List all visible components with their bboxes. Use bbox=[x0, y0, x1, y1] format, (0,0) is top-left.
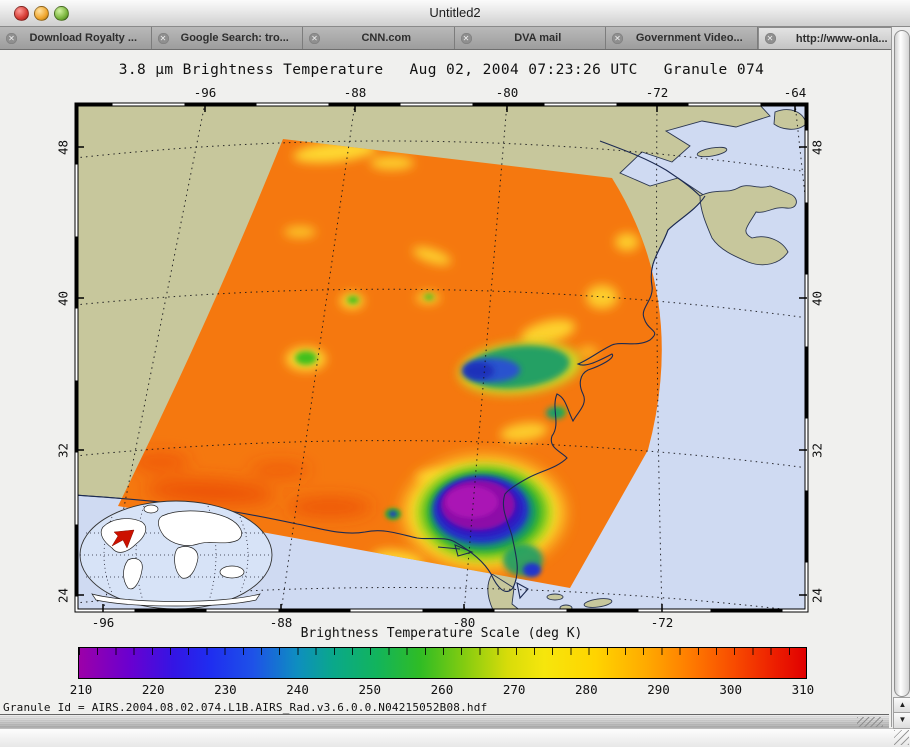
graticule bbox=[77, 105, 806, 610]
lon-label-top: -80 bbox=[495, 85, 519, 100]
colorbar bbox=[78, 647, 807, 679]
resize-grip-icon[interactable] bbox=[857, 717, 883, 727]
tab-label: Download Royalty ... bbox=[29, 32, 138, 44]
colorbar-tick-label: 310 bbox=[791, 682, 815, 697]
plot-title-wavelength: 3.8 μm Brightness Temperature bbox=[118, 62, 384, 78]
scrollbar-thumb[interactable] bbox=[894, 30, 910, 697]
swath bbox=[118, 139, 662, 588]
colorbar-tick-label: 220 bbox=[141, 682, 165, 697]
window-title: Untitled2 bbox=[429, 5, 481, 20]
land bbox=[77, 105, 806, 610]
close-window-icon[interactable] bbox=[14, 6, 29, 21]
window-resize-grip-icon[interactable] bbox=[894, 730, 909, 745]
storm-cold-core bbox=[385, 457, 564, 577]
window-title-bar[interactable]: Untitled2 bbox=[0, 0, 910, 27]
tab-government-video[interactable]: ✕ Government Video... bbox=[606, 27, 758, 49]
lat-label-left: 40 bbox=[55, 290, 71, 307]
lat-label-left: 48 bbox=[55, 139, 71, 156]
plot-title-datetime: Aug 02, 2004 07:23:26 UTC bbox=[409, 62, 638, 78]
lon-label-bottom: -80 bbox=[452, 615, 476, 630]
lon-label-top: -64 bbox=[783, 85, 807, 100]
tab-label: http://www-onla... bbox=[795, 32, 888, 45]
tab-close-icon[interactable]: ✕ bbox=[460, 32, 472, 44]
map-frame bbox=[74, 102, 809, 613]
colorbar-tick-label: 300 bbox=[719, 682, 742, 697]
tab-label: Government Video... bbox=[635, 32, 743, 44]
coastline bbox=[77, 140, 706, 600]
colorbar-caption: Brightness Temperature Scale (deg K) bbox=[300, 626, 583, 641]
lon-label-top: -72 bbox=[645, 85, 669, 100]
granule-id: Granule Id = AIRS.2004.08.02.074.L1B.AIR… bbox=[3, 701, 488, 714]
plot-title: 3.8 μm Brightness Temperature Aug 02, 20… bbox=[75, 62, 808, 78]
scroll-down-icon[interactable]: ▼ bbox=[893, 712, 910, 729]
colorbar-scale: 210 220 230 240 250 260 270 280 290 300 … bbox=[66, 682, 818, 697]
lon-label-top: -96 bbox=[193, 85, 217, 100]
colorbar-tick-label: 210 bbox=[69, 682, 93, 697]
location-marker-icon bbox=[111, 529, 135, 549]
cold-patch-midatlantic bbox=[458, 341, 582, 419]
plot-title-granule: Granule 074 bbox=[663, 62, 765, 78]
colorbar-tick-label: 270 bbox=[502, 682, 526, 697]
ocean bbox=[77, 105, 806, 610]
tab-close-icon[interactable]: ✕ bbox=[157, 32, 169, 44]
tab-close-icon[interactable]: ✕ bbox=[764, 33, 776, 44]
window-bottom-edge bbox=[0, 728, 910, 747]
colorbar-tick-label: 280 bbox=[575, 682, 598, 697]
colorbar-tick-label: 230 bbox=[214, 682, 237, 697]
tab-close-icon[interactable]: ✕ bbox=[309, 32, 320, 44]
tab-label: DVA mail bbox=[514, 32, 562, 44]
lat-label-right: 48 bbox=[809, 139, 825, 156]
lon-label-bottom: -96 bbox=[91, 615, 115, 630]
tab-close-icon[interactable]: ✕ bbox=[612, 32, 623, 44]
colorbar-tick-label: 250 bbox=[358, 682, 382, 697]
colorbar-tick-label: 290 bbox=[647, 682, 670, 697]
tab-label: Google Search: tro... bbox=[180, 32, 289, 44]
tab-close-icon[interactable]: ✕ bbox=[6, 32, 17, 44]
tab-download-royalty[interactable]: ✕ Download Royalty ... bbox=[0, 27, 152, 49]
tab-dva-mail[interactable]: ✕ DVA mail bbox=[454, 27, 606, 49]
status-bar bbox=[0, 714, 889, 729]
zoom-window-icon[interactable] bbox=[54, 6, 69, 21]
lon-label-bottom: -72 bbox=[650, 615, 674, 630]
tab-google-search[interactable]: ✕ Google Search: tro... bbox=[151, 27, 303, 49]
lat-label-right: 32 bbox=[809, 442, 825, 459]
lat-label-left: 24 bbox=[55, 587, 71, 604]
minimize-window-icon[interactable] bbox=[34, 6, 49, 21]
tab-cnn[interactable]: ✕ CNN.com bbox=[303, 27, 455, 49]
lat-label-right: 24 bbox=[809, 587, 825, 604]
lon-label-top: -88 bbox=[343, 85, 367, 100]
lat-label-right: 40 bbox=[809, 290, 825, 307]
lat-label-left: 32 bbox=[55, 442, 71, 459]
colorbar-ticks bbox=[79, 648, 806, 655]
tab-www-onla-active[interactable]: ✕ http://www-onla... bbox=[757, 27, 910, 49]
inset-world-map bbox=[79, 500, 273, 610]
colorbar-tick-label: 240 bbox=[286, 682, 309, 697]
tab-label: CNN.com bbox=[361, 32, 411, 44]
colorbar-tick-label: 260 bbox=[430, 682, 454, 697]
vertical-scrollbar[interactable]: ▲ ▼ bbox=[891, 27, 910, 729]
lon-label-bottom: -88 bbox=[269, 615, 293, 630]
tab-bar: ✕ Download Royalty ... ✕ Google Search: … bbox=[0, 27, 910, 50]
